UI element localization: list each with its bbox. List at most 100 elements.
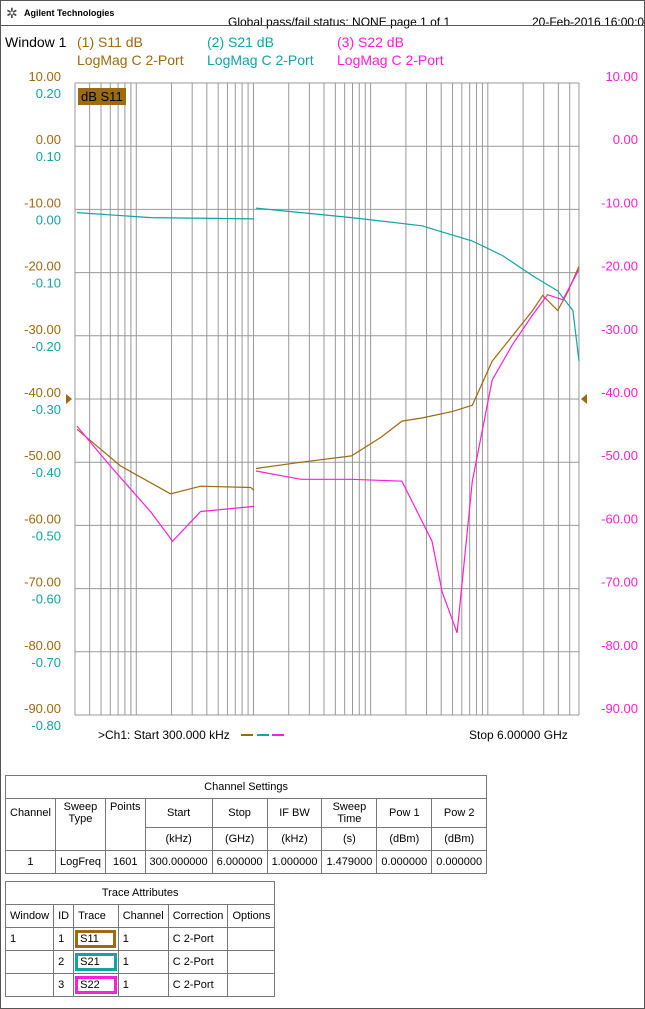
column-header: Start — [144, 798, 213, 828]
trace3-name: (3) S22 dB — [337, 34, 404, 50]
tick-label: -70.00 — [24, 575, 61, 590]
column-unit — [5, 827, 56, 851]
column-header: Sweep Time — [321, 798, 378, 828]
tick-label: -0.20 — [31, 339, 61, 354]
cell-trace: S22 — [73, 973, 119, 997]
trace-attributes-title: Trace Attributes — [4, 881, 276, 905]
cell: 1 — [5, 850, 56, 874]
cell-options — [227, 950, 276, 974]
cell: 300.000000 — [144, 850, 213, 874]
column-header: ID — [53, 904, 75, 928]
tick-label: -0.80 — [31, 718, 61, 733]
tick-label: -30.00 — [601, 322, 638, 337]
column-unit: (GHz) — [211, 827, 268, 851]
header-divider — [0, 25, 645, 26]
trace-attributes-table: Trace Attributes Window ID Trace Channel Cor… — [4, 881, 276, 997]
cell-channel: 1 — [117, 950, 169, 974]
tick-label: -10.00 — [24, 195, 61, 210]
column-unit: (dBm) — [376, 827, 433, 851]
trace-swatch: S22 — [75, 976, 117, 994]
column-header: Pow 2 — [431, 798, 488, 828]
column-header: Sweep Type — [54, 798, 106, 828]
trace-line-s22 — [76, 425, 255, 543]
tick-label: -60.00 — [601, 511, 638, 526]
tick-label: -0.10 — [31, 276, 61, 291]
channel-settings-table: Channel Settings Channel Sweep Type Points… — [4, 775, 488, 874]
tick-label: -80.00 — [601, 638, 638, 653]
trace2-format: LogMag C 2-Port — [207, 52, 314, 68]
cell: 0.000000 — [376, 850, 433, 874]
trace-swatch: S11 — [75, 930, 116, 948]
tick-label: -50.00 — [24, 448, 61, 463]
cell-options — [227, 927, 276, 951]
tick-label: -0.50 — [31, 528, 61, 543]
trace-line-s21 — [76, 212, 255, 220]
column-header: Channel — [5, 798, 56, 828]
cell: 6.000000 — [211, 850, 268, 874]
trace-line-s11 — [76, 428, 255, 495]
cell-id: 1 — [53, 927, 75, 951]
trace2-name: (2) S21 dB — [207, 34, 274, 50]
cell-window: 1 — [4, 927, 55, 951]
cell: LogFreq — [54, 850, 106, 874]
trace-line-s21 — [255, 207, 580, 362]
trace1-name: (1) S11 dB — [77, 34, 143, 50]
column-unit — [104, 827, 146, 851]
tick-label: 10.00 — [28, 69, 61, 84]
active-trace-marker[interactable]: dB S11 — [78, 88, 126, 105]
column-unit: (kHz) — [266, 827, 323, 851]
cell-trace: S21 — [73, 950, 119, 974]
tick-label: -60.00 — [24, 511, 61, 526]
cell: 1601 — [104, 850, 146, 874]
cell-trace: S11 — [73, 927, 119, 951]
tick-label: -80.00 — [24, 638, 61, 653]
start-frequency: >Ch1: Start 300.000 kHz — [98, 728, 230, 742]
table-row: 3 S22 1 C 2-Port — [4, 973, 276, 997]
cell-window — [4, 973, 55, 997]
column-unit: (kHz) — [144, 827, 213, 851]
trace1-format: LogMag C 2-Port — [77, 52, 184, 68]
column-header: IF BW — [266, 798, 323, 828]
cell-channel: 1 — [117, 973, 169, 997]
column-unit — [54, 827, 106, 851]
table-row: 2 S21 1 C 2-Port — [4, 950, 276, 974]
column-header: Points — [104, 798, 146, 828]
cell-correction: C 2-Port — [167, 927, 229, 951]
column-header: Options — [227, 904, 276, 928]
tick-label: 0.00 — [36, 212, 61, 227]
trace3-format: LogMag C 2-Port — [337, 52, 444, 68]
column-header: Stop — [211, 798, 268, 828]
cell: 0.000000 — [431, 850, 488, 874]
cell-options — [227, 973, 276, 997]
tick-label: -40.00 — [601, 385, 638, 400]
tick-label: -50.00 — [601, 448, 638, 463]
column-unit: (s) — [321, 827, 378, 851]
tick-label: 0.00 — [613, 132, 638, 147]
reference-marker-left-icon — [66, 394, 72, 404]
legend-swatch-s11 — [241, 734, 253, 736]
tick-label: -0.40 — [31, 465, 61, 480]
cell-id: 2 — [53, 950, 75, 974]
tick-label: 10.00 — [605, 69, 638, 84]
tick-label: -70.00 — [601, 575, 638, 590]
tick-label: -20.00 — [601, 259, 638, 274]
trace-swatch: S21 — [75, 953, 117, 971]
legend-swatch-s21 — [257, 734, 269, 736]
tick-label: -0.30 — [31, 402, 61, 417]
column-header: Trace — [73, 904, 119, 928]
trace-line-s22 — [255, 269, 580, 634]
cell-channel: 1 — [117, 927, 169, 951]
tick-label: -30.00 — [24, 322, 61, 337]
tick-label: -90.00 — [601, 701, 638, 716]
cell-window — [4, 950, 55, 974]
cell-id: 3 — [53, 973, 75, 997]
reference-marker-right-icon — [581, 394, 587, 404]
window-label: Window 1 — [5, 34, 67, 50]
tick-label: -40.00 — [24, 385, 61, 400]
cell-correction: C 2-Port — [167, 973, 229, 997]
cell-correction: C 2-Port — [167, 950, 229, 974]
tick-label: -20.00 — [24, 259, 61, 274]
cell: 1.479000 — [321, 850, 378, 874]
legend-swatch-s22 — [272, 734, 284, 736]
tick-label: -90.00 — [24, 701, 61, 716]
